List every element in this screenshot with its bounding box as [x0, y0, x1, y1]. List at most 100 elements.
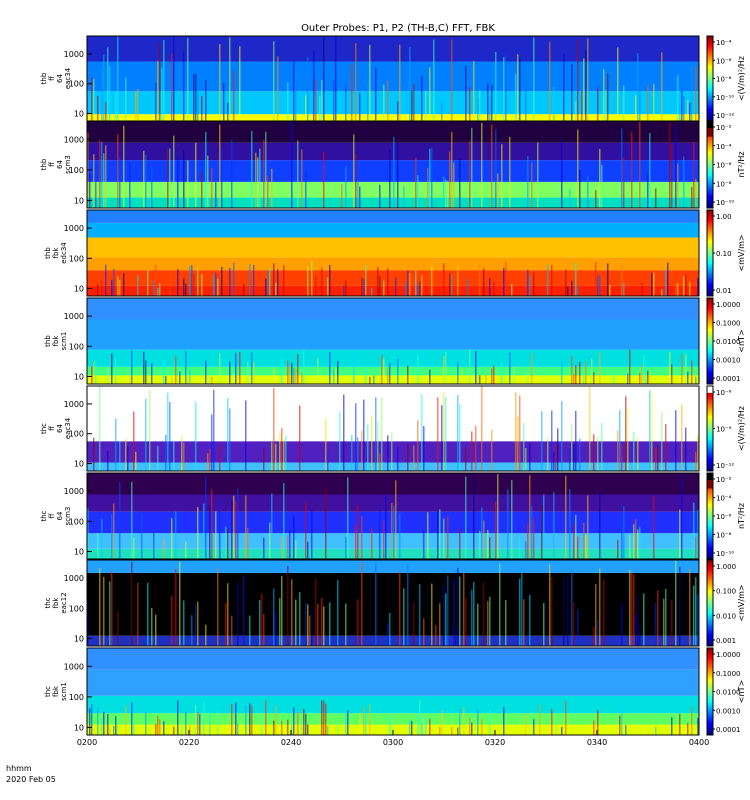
colorbar-tick-label: 0.0001 — [716, 375, 741, 383]
colorbar-tick-label: 10⁻¹⁰ — [716, 199, 734, 207]
colorbar-label: <(V/m)²/Hz — [737, 406, 746, 451]
spectrogram-streaks-thb-ffp-scm3 — [87, 121, 697, 208]
colorbar-tick-label: 10⁻⁶ — [716, 389, 732, 397]
y-tick-label: 100 — [69, 430, 84, 439]
colorbar-tick-label: 0.1000 — [716, 320, 741, 328]
y-tick-label: 1000 — [64, 574, 84, 583]
colorbar-thb-ffp-scm3: 10⁻² 10⁻⁴ 10⁻⁶ 10⁻⁸ 10⁻¹⁰ nT²/Hz — [706, 120, 746, 209]
spectrogram-thb-fbk-scm1 — [87, 298, 699, 384]
y-axis-label: thbfbkedc34 — [44, 242, 68, 264]
y-axis-label: thbff64scm3 — [40, 155, 72, 174]
spectrogram-thc-ffp-eac34 — [87, 386, 699, 471]
y-axis-label: thcfbkscm1 — [44, 682, 68, 701]
y-tick-label: 10 — [74, 284, 84, 293]
colorbar-tick-label: 10⁻⁹ — [716, 426, 732, 434]
colorbar-tick-label: 10⁻⁸ — [716, 532, 732, 540]
colorbar-tick-label: 0.10 — [716, 250, 732, 258]
spectrogram-streaks-thc-fbk-scm1 — [89, 700, 699, 735]
colorbar-label: <mV/m> — [737, 234, 746, 271]
panel-thb-ffp-scm3: 1000 100 10 thbff64scm3 10⁻² 10⁻⁴ 10⁻⁶ 10⁻⁸ 10⁻¹… — [40, 120, 746, 209]
y-axis-label: thcfbkeac12 — [44, 592, 68, 613]
colorbar-tick-label: 10⁻⁴ — [716, 495, 732, 503]
colorbar-tick-label: 1.0000 — [716, 651, 741, 659]
colorbar-label: <nT> — [737, 680, 746, 703]
panel-thb-fbk-edc34: 1000 100 10 thbfbkedc34 1.00 0.10 0.01 <mV/m> — [44, 209, 746, 297]
colorbar-tick-label: 10⁻¹⁰ — [716, 94, 734, 102]
colorbar-label: nT²/Hz — [737, 151, 746, 177]
spectrogram-thc-ffp-scm3 — [87, 473, 699, 559]
x-tick-label: 0220 — [179, 738, 199, 747]
colorbar-tick-label: 0.0100 — [716, 689, 741, 697]
x-tick-label: 0200 — [77, 738, 97, 747]
colorbar-tick-label: 0.0010 — [716, 707, 741, 715]
y-tick-label: 100 — [69, 166, 84, 175]
colorbar-tick-label: 1.00 — [716, 213, 732, 221]
y-tick-label: 1000 — [64, 224, 84, 233]
y-axis-label: thcff64eac34 — [40, 417, 72, 439]
colorbar-thc-ffp-scm3: 10⁻² 10⁻⁴ 10⁻⁶ 10⁻⁸ 10⁻¹⁰ nT²/Hz — [706, 472, 746, 560]
colorbar-tick-label: 1.0000 — [716, 301, 741, 309]
chart-title: Outer Probes: P1, P2 (TH-B,C) FFT, FBK — [301, 23, 495, 34]
y-tick-label: 100 — [69, 693, 84, 702]
colorbar-thc-ffp-eac34: 10⁻⁶ 10⁻⁹ 10⁻¹² <(V/m)²/Hz — [706, 385, 746, 472]
colorbar-tick-label: 10⁻² — [716, 124, 732, 132]
x-tick-label: 0340 — [587, 738, 607, 747]
colorbar-thb-fbk-scm1: 1.0000 0.1000 0.0100 0.0010 0.0001 <nT> — [706, 297, 746, 385]
y-tick-label: 100 — [69, 80, 84, 89]
colorbar-tick-label: 0.001 — [716, 637, 736, 645]
colorbar-thb-fbk-edc34: 1.00 0.10 0.01 <mV/m> — [706, 209, 746, 297]
x-tick-label: 0400 — [689, 738, 709, 747]
y-tick-label: 10 — [74, 634, 84, 643]
spectrogram-thb-ffp-eac34 — [87, 36, 699, 122]
y-tick-label: 1000 — [64, 487, 84, 496]
colorbar-tick-label: 0.1000 — [716, 670, 741, 678]
colorbar-thb-ffp-eac34: 10⁻⁴ 10⁻⁶ 10⁻⁸ 10⁻¹⁰ 10⁻¹² <(V/m)²/Hz — [706, 35, 746, 122]
colorbar-tick-label: 0.0010 — [716, 357, 741, 365]
y-axis-label: thbff64eac34 — [40, 67, 72, 89]
y-axis-label: thbfbkscm1 — [44, 332, 68, 351]
colorbar-tick-label: 10⁻⁶ — [716, 57, 732, 65]
x-tick-label: 0320 — [485, 738, 505, 747]
y-tick-label: 10 — [74, 460, 84, 469]
colorbar-label: <nT> — [737, 329, 746, 352]
panel-thb-ffp-eac34: 100010010thbff64eac3410⁻⁴10⁻⁶10⁻⁸10⁻¹⁰10… — [40, 35, 746, 122]
colorbar-thc-fbk-scm1: 1.0000 0.1000 0.0100 0.0010 0.0001 <nT> — [706, 647, 746, 736]
colorbar-label: <mV/m> — [737, 584, 746, 621]
colorbar-tick-label: 10⁻² — [716, 476, 732, 484]
y-tick-label: 1000 — [64, 135, 84, 144]
colorbar-tick-label: 10⁻¹⁰ — [716, 550, 734, 558]
spectrogram-thb-ffp-scm3 — [87, 121, 699, 208]
y-tick-label: 10 — [74, 547, 84, 556]
y-tick-label: 100 — [69, 517, 84, 526]
y-tick-label: 100 — [69, 604, 84, 613]
colorbar-tick-label: 0.0001 — [716, 726, 741, 734]
x-axis: 0200 0220 0240 0300 0320 0340 0400 — [77, 730, 709, 747]
spectrogram-streaks-thc-fbk-eac12 — [87, 560, 699, 646]
y-tick-label: 10 — [74, 110, 84, 119]
colorbar-tick-label: 10⁻⁴ — [716, 143, 732, 151]
colorbar-tick-label: 0.010 — [716, 612, 736, 620]
panels-container: 1000 100 10 thbff64eac34 10⁻⁴ 10⁻⁶ 10⁻⁸ 10⁻¹⁰ 10… — [40, 35, 746, 736]
date-label: 2020 Feb 05 — [6, 775, 56, 784]
spectrogram-thc-fbk-eac12 — [87, 560, 699, 646]
colorbar-tick-label: 10⁻⁴ — [716, 39, 732, 47]
colorbar-tick-label: 10⁻⁶ — [716, 513, 732, 521]
time-format-label: hhmm — [6, 764, 32, 773]
colorbar-thc-fbk-eac12: 1.000 0.100 0.010 0.001 <mV/m> — [706, 559, 746, 647]
x-tick-label: 0300 — [383, 738, 403, 747]
y-tick-label: 1000 — [64, 662, 84, 671]
panel-thc-fbk-scm1: 1000 100 10 thcfbkscm1 1.0000 0.1000 0.0100 0.0… — [44, 647, 746, 736]
colorbar-tick-label: 0.01 — [716, 287, 732, 295]
panel-thc-ffp-scm3: 1000 100 10 thcff64scm3 10⁻² 10⁻⁴ 10⁻⁶ 10⁻⁸ 10⁻¹… — [40, 472, 746, 560]
colorbar-tick-label: 1.000 — [716, 563, 736, 571]
y-tick-label: 10 — [74, 723, 84, 732]
colorbar-tick-label: 10⁻¹² — [716, 462, 734, 470]
colorbar-tick-label: 0.0100 — [716, 338, 741, 346]
spectrogram-streaks-thb-fbk-scm1 — [91, 349, 697, 384]
colorbar-tick-label: 10⁻⁸ — [716, 180, 732, 188]
spectrogram-thb-fbk-edc34 — [87, 210, 699, 296]
panel-thc-fbk-eac12: 1000 100 10 thcfbkeac12 1.000 0.100 0.010 0.001… — [44, 559, 746, 647]
y-tick-label: 1000 — [64, 400, 84, 409]
y-tick-label: 100 — [69, 342, 84, 351]
